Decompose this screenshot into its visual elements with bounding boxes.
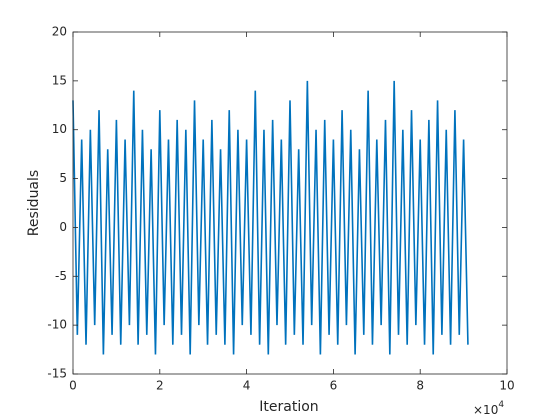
x-tick-label: 8 (416, 379, 424, 393)
y-tick-label: 0 (59, 220, 67, 234)
y-tick-label: 20 (52, 25, 67, 39)
y-tick-label: -10 (47, 318, 67, 332)
x-axis-label: Iteration (259, 399, 318, 415)
y-tick-label: -5 (55, 269, 67, 283)
x-tick-label: 6 (330, 379, 338, 393)
y-tick-label: -15 (47, 367, 67, 381)
x-multiplier-base: ×10 (473, 403, 498, 417)
line (72, 80, 469, 355)
x-tick-label: 0 (69, 379, 77, 393)
axes-box (72, 31, 508, 375)
y-tick-label: 5 (59, 171, 67, 185)
y-tick-label: 15 (52, 73, 67, 87)
x-multiplier: ×104 (473, 400, 504, 417)
x-multiplier-power: 4 (498, 400, 504, 410)
x-tick-label: 10 (499, 379, 514, 393)
y-tick-label: 10 (52, 122, 67, 136)
y-axis-label: Residuals (26, 170, 42, 236)
x-tick-label: 4 (243, 379, 251, 393)
x-tick-label: 2 (156, 379, 164, 393)
